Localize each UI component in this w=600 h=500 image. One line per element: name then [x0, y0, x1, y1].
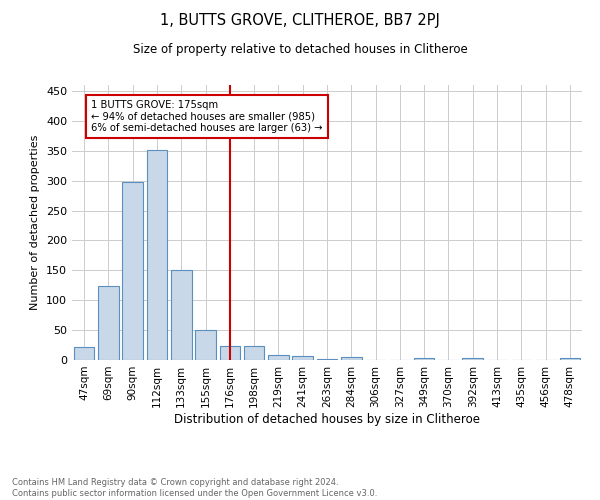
Bar — [74, 347, 94, 360]
Bar — [122, 182, 143, 360]
Bar — [341, 357, 362, 360]
Text: 1 BUTTS GROVE: 175sqm
← 94% of detached houses are smaller (985)
6% of semi-deta: 1 BUTTS GROVE: 175sqm ← 94% of detached … — [91, 100, 323, 133]
Bar — [220, 346, 240, 360]
Bar — [560, 358, 580, 360]
X-axis label: Distribution of detached houses by size in Clitheroe: Distribution of detached houses by size … — [174, 412, 480, 426]
Text: Contains HM Land Registry data © Crown copyright and database right 2024.
Contai: Contains HM Land Registry data © Crown c… — [12, 478, 377, 498]
Bar — [98, 286, 119, 360]
Text: Size of property relative to detached houses in Clitheroe: Size of property relative to detached ho… — [133, 42, 467, 56]
Bar — [146, 150, 167, 360]
Y-axis label: Number of detached properties: Number of detached properties — [31, 135, 40, 310]
Bar — [171, 270, 191, 360]
Bar — [244, 346, 265, 360]
Bar — [195, 330, 216, 360]
Text: 1, BUTTS GROVE, CLITHEROE, BB7 2PJ: 1, BUTTS GROVE, CLITHEROE, BB7 2PJ — [160, 12, 440, 28]
Bar — [463, 358, 483, 360]
Bar — [414, 358, 434, 360]
Bar — [292, 356, 313, 360]
Bar — [268, 354, 289, 360]
